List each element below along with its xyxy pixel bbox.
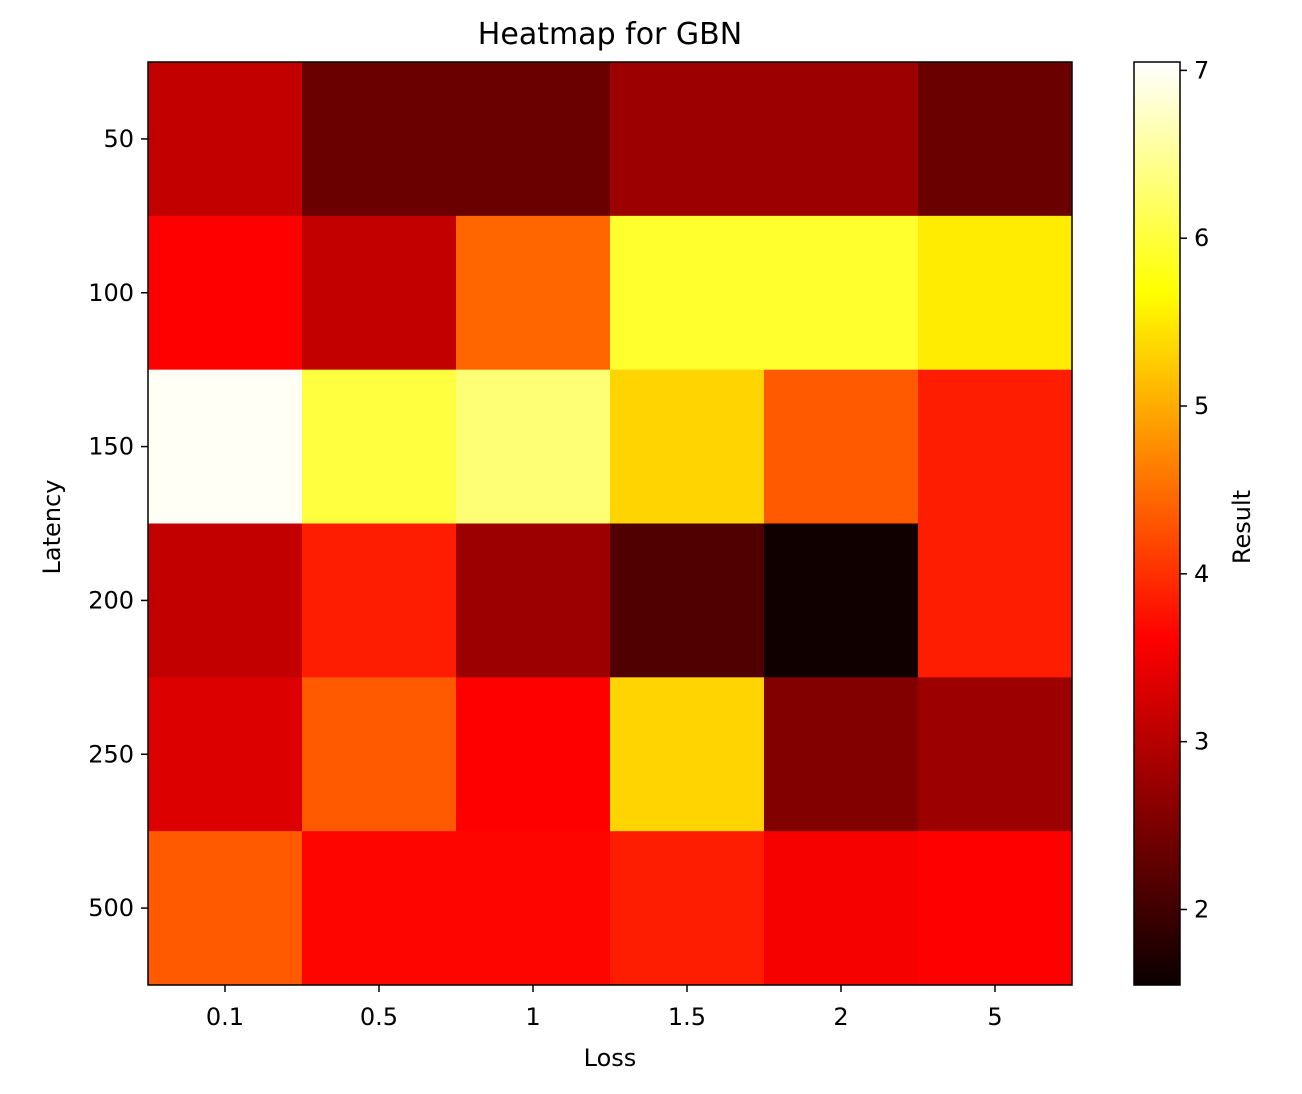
colorbar-tick-label: 4	[1194, 560, 1209, 588]
heatmap-cell	[148, 831, 303, 986]
heatmap-cell	[918, 523, 1073, 678]
heatmap-cell	[148, 677, 303, 832]
heatmap-cell	[764, 677, 919, 832]
heatmap-cells	[148, 62, 1073, 986]
heatmap-cell	[148, 62, 303, 217]
heatmap-cell	[302, 523, 457, 678]
heatmap-cell	[302, 831, 457, 986]
heatmap-cell	[456, 831, 611, 986]
heatmap-cell	[302, 369, 457, 524]
heatmap-cell	[148, 523, 303, 678]
heatmap-cell	[764, 523, 919, 678]
x-axis-label: Loss	[584, 1044, 637, 1072]
heatmap-cell	[918, 215, 1073, 371]
heatmap-cell	[610, 831, 765, 986]
y-tick-label: 250	[88, 740, 134, 768]
heatmap-cell	[764, 62, 919, 217]
y-axis-label: Latency	[38, 480, 66, 575]
colorbar-tick-label: 7	[1194, 56, 1209, 84]
heatmap-cell	[456, 369, 611, 524]
heatmap-cell	[148, 369, 303, 524]
chart-title: Heatmap for GBN	[478, 17, 742, 52]
x-tick-label: 0.5	[360, 1003, 398, 1031]
colorbar-tick-label: 3	[1194, 728, 1209, 756]
heatmap-cell	[456, 523, 611, 678]
heatmap-cell	[610, 62, 765, 217]
y-tick-label: 100	[88, 279, 134, 307]
heatmap-cell	[918, 62, 1073, 217]
colorbar	[1133, 61, 1181, 986]
x-tick-label: 2	[833, 1003, 848, 1031]
heatmap-cell	[764, 369, 919, 524]
heatmap-cell	[302, 215, 457, 371]
x-tick-label: 1	[525, 1003, 540, 1031]
heatmap-cell	[918, 369, 1073, 524]
heatmap-cell	[456, 677, 611, 832]
colorbar-label: Result	[1228, 490, 1256, 564]
colorbar-tick-label: 2	[1194, 895, 1209, 923]
heatmap-cell	[610, 677, 765, 832]
colorbar-tick-label: 5	[1194, 392, 1209, 420]
heatmap-cell	[302, 677, 457, 832]
heatmap-cell	[764, 215, 919, 371]
x-tick-label: 5	[987, 1003, 1002, 1031]
colorbar-ticks: 2 3 4 5 6 7	[1180, 56, 1209, 923]
y-axis-ticks: 50 100 150 200 250 500	[88, 125, 148, 922]
y-tick-label: 150	[88, 433, 134, 461]
heatmap-cell	[918, 831, 1073, 986]
heatmap-cell	[764, 831, 919, 986]
heatmap-cell	[918, 677, 1073, 832]
colorbar-tick-label: 6	[1194, 224, 1209, 252]
x-tick-label: 0.1	[206, 1003, 244, 1031]
y-tick-label: 50	[103, 125, 134, 153]
heatmap-cell	[610, 369, 765, 524]
heatmap-cell	[302, 62, 457, 217]
heatmap-cell	[148, 215, 303, 371]
y-tick-label: 500	[88, 894, 134, 922]
y-tick-label: 200	[88, 586, 134, 614]
x-axis-ticks: 0.1 0.5 1 1.5 2 5	[206, 985, 1003, 1031]
heatmap-cell	[456, 62, 611, 217]
heatmap-cell	[610, 215, 765, 371]
heatmap-cell	[610, 523, 765, 678]
plot-frame	[147, 61, 1073, 986]
heatmap-cell	[456, 215, 611, 371]
x-tick-label: 1.5	[668, 1003, 706, 1031]
